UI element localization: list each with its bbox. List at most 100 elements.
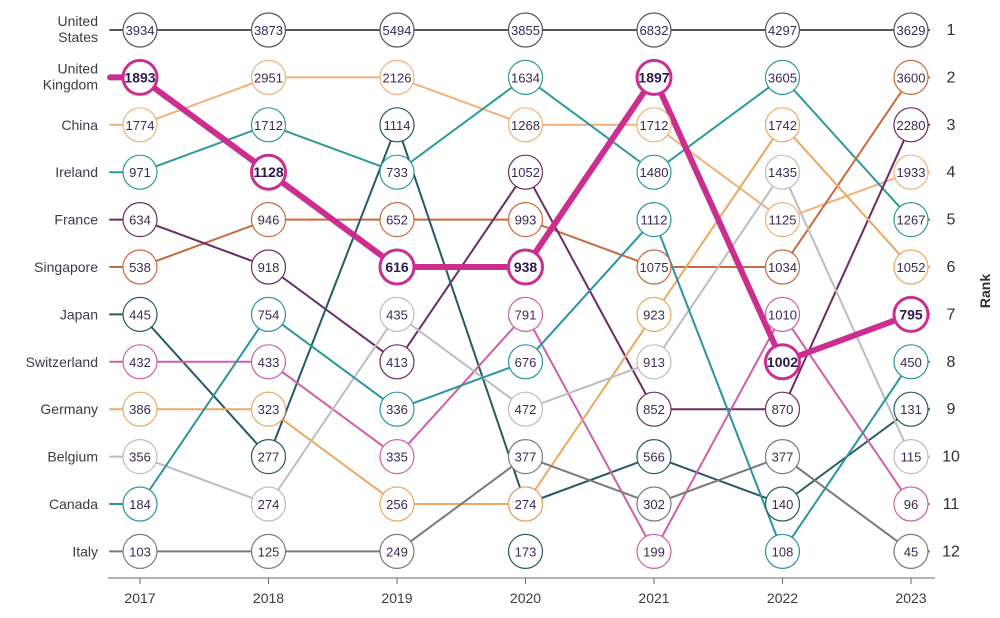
data-label: 45 — [904, 544, 918, 559]
data-node — [250, 249, 287, 285]
data-label: 336 — [386, 402, 408, 417]
data-node — [636, 486, 672, 522]
data-label: 1933 — [897, 165, 926, 180]
rank-number: 12 — [942, 543, 960, 560]
data-label: 3600 — [897, 70, 926, 85]
data-node — [250, 486, 287, 522]
data-node — [250, 533, 287, 570]
data-label: 538 — [129, 260, 151, 275]
data-node — [379, 296, 415, 332]
data-label: 131 — [900, 402, 922, 417]
data-node — [764, 12, 801, 48]
data-label: 754 — [258, 307, 280, 322]
data-label: 1897 — [638, 69, 669, 85]
year-label: 2017 — [124, 590, 155, 606]
data-label: 199 — [643, 544, 665, 559]
data-node — [893, 439, 929, 475]
data-label: 432 — [129, 355, 151, 370]
rank-number: 7 — [947, 306, 956, 323]
data-label: 249 — [386, 544, 408, 559]
data-label: 791 — [515, 307, 537, 322]
row-label: Germany — [40, 401, 98, 417]
data-node — [379, 12, 415, 48]
data-node — [764, 486, 801, 522]
data-label: 566 — [643, 450, 665, 465]
year-label: 2020 — [510, 590, 541, 606]
data-node — [636, 249, 672, 285]
data-node — [250, 344, 287, 380]
data-label: 971 — [129, 165, 151, 180]
data-node — [122, 249, 158, 285]
data-label: 96 — [904, 497, 918, 512]
data-node — [121, 58, 159, 96]
data-node — [378, 248, 416, 286]
row-label: Canada — [49, 496, 98, 512]
data-label: 1125 — [769, 213, 797, 228]
data-node — [379, 59, 415, 96]
data-node — [893, 533, 929, 570]
data-node — [507, 533, 544, 570]
data-node — [636, 296, 672, 332]
data-label: 3629 — [897, 23, 926, 38]
data-node — [250, 296, 287, 332]
data-label: 115 — [901, 450, 922, 465]
data-node — [507, 107, 544, 143]
year-label: 2022 — [767, 590, 798, 606]
data-label: 356 — [129, 450, 151, 465]
data-node — [122, 486, 158, 522]
data-label: 377 — [515, 450, 537, 465]
row-label-line: Kingdom — [43, 76, 98, 92]
data-label: 852 — [643, 402, 665, 417]
data-label: 2951 — [254, 70, 283, 85]
data-label: 173 — [515, 544, 537, 559]
data-label: 3855 — [511, 23, 540, 38]
data-node — [636, 154, 672, 190]
x-axis: 2017 2018 2019 2020 2021 2022 2023 — [108, 577, 935, 606]
data-label: 435 — [386, 307, 408, 322]
rank-number: 3 — [947, 117, 956, 134]
data-node — [893, 486, 929, 522]
data-label: 323 — [258, 402, 280, 417]
data-label: 274 — [515, 497, 537, 512]
data-node — [507, 486, 544, 522]
data-label: 913 — [643, 355, 665, 370]
data-node — [764, 391, 801, 427]
data-node — [764, 533, 801, 570]
row-label: China — [61, 117, 98, 133]
data-node — [250, 107, 287, 143]
data-node — [893, 344, 929, 380]
data-node — [507, 248, 544, 286]
data-node — [507, 391, 544, 427]
data-node — [764, 202, 801, 238]
rank-number: 5 — [947, 212, 956, 229]
data-node — [892, 295, 930, 333]
data-node — [250, 12, 287, 48]
data-node — [250, 391, 287, 427]
year-label: 2023 — [895, 590, 926, 606]
data-label: 1128 — [253, 164, 284, 180]
data-node — [507, 344, 544, 380]
data-label: 652 — [386, 213, 408, 228]
data-label: 676 — [515, 355, 537, 370]
data-node — [636, 391, 672, 427]
rank-axis-title: Rank — [977, 274, 993, 308]
data-label: 4297 — [768, 23, 797, 38]
row-label: Switzerland — [26, 354, 98, 370]
data-label: 1634 — [511, 70, 540, 85]
rank-number: 1 — [947, 22, 956, 39]
row-label: United Kingdom — [43, 60, 98, 92]
data-node — [379, 391, 415, 427]
data-node — [122, 107, 158, 143]
data-label: 377 — [772, 450, 794, 465]
data-node — [122, 202, 158, 238]
data-node — [893, 12, 929, 48]
data-node — [636, 12, 672, 48]
row-label: Italy — [72, 543, 98, 559]
rank-number: 8 — [947, 354, 956, 371]
data-label: 1267 — [897, 213, 926, 228]
row-label-line: United — [58, 13, 98, 29]
rank-number: 2 — [947, 69, 956, 86]
